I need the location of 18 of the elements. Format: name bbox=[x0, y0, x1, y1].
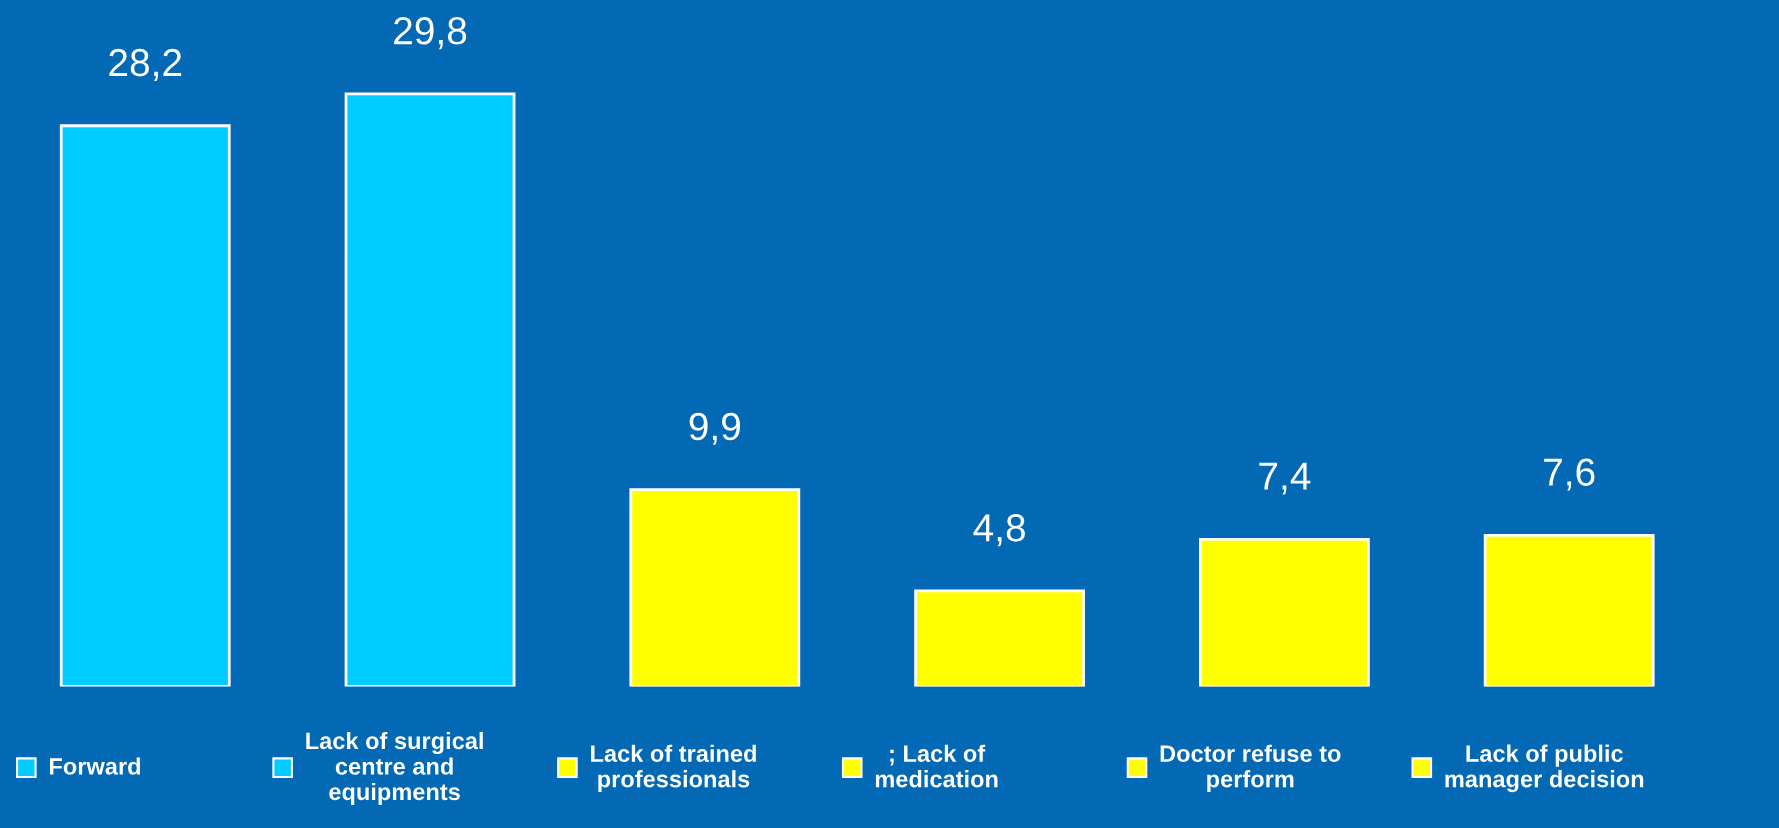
x-tick-label: ; Lack of medication bbox=[875, 744, 998, 788]
bar bbox=[59, 124, 231, 687]
bar bbox=[1483, 533, 1655, 687]
data-label: 28,2 bbox=[109, 48, 182, 81]
bar bbox=[1198, 537, 1370, 687]
bar bbox=[629, 488, 801, 687]
x-tick-label: Lack of public manager decision bbox=[1445, 744, 1644, 793]
x-tick-label: Lack of trained professionals bbox=[591, 744, 756, 793]
data-label: 4,8 bbox=[973, 514, 1025, 547]
x-tick-label: Forward bbox=[49, 757, 140, 775]
data-label: 7,4 bbox=[1259, 462, 1311, 495]
x-tick-label: Lack of surgical centre and equipments bbox=[306, 731, 483, 805]
bar bbox=[344, 92, 516, 687]
x-tick-label: Doctor refuse to perform bbox=[1160, 744, 1341, 793]
data-label: 29,8 bbox=[394, 17, 467, 50]
data-label: 9,9 bbox=[689, 412, 741, 445]
bar bbox=[914, 589, 1086, 687]
data-label: 7,6 bbox=[1544, 458, 1595, 491]
